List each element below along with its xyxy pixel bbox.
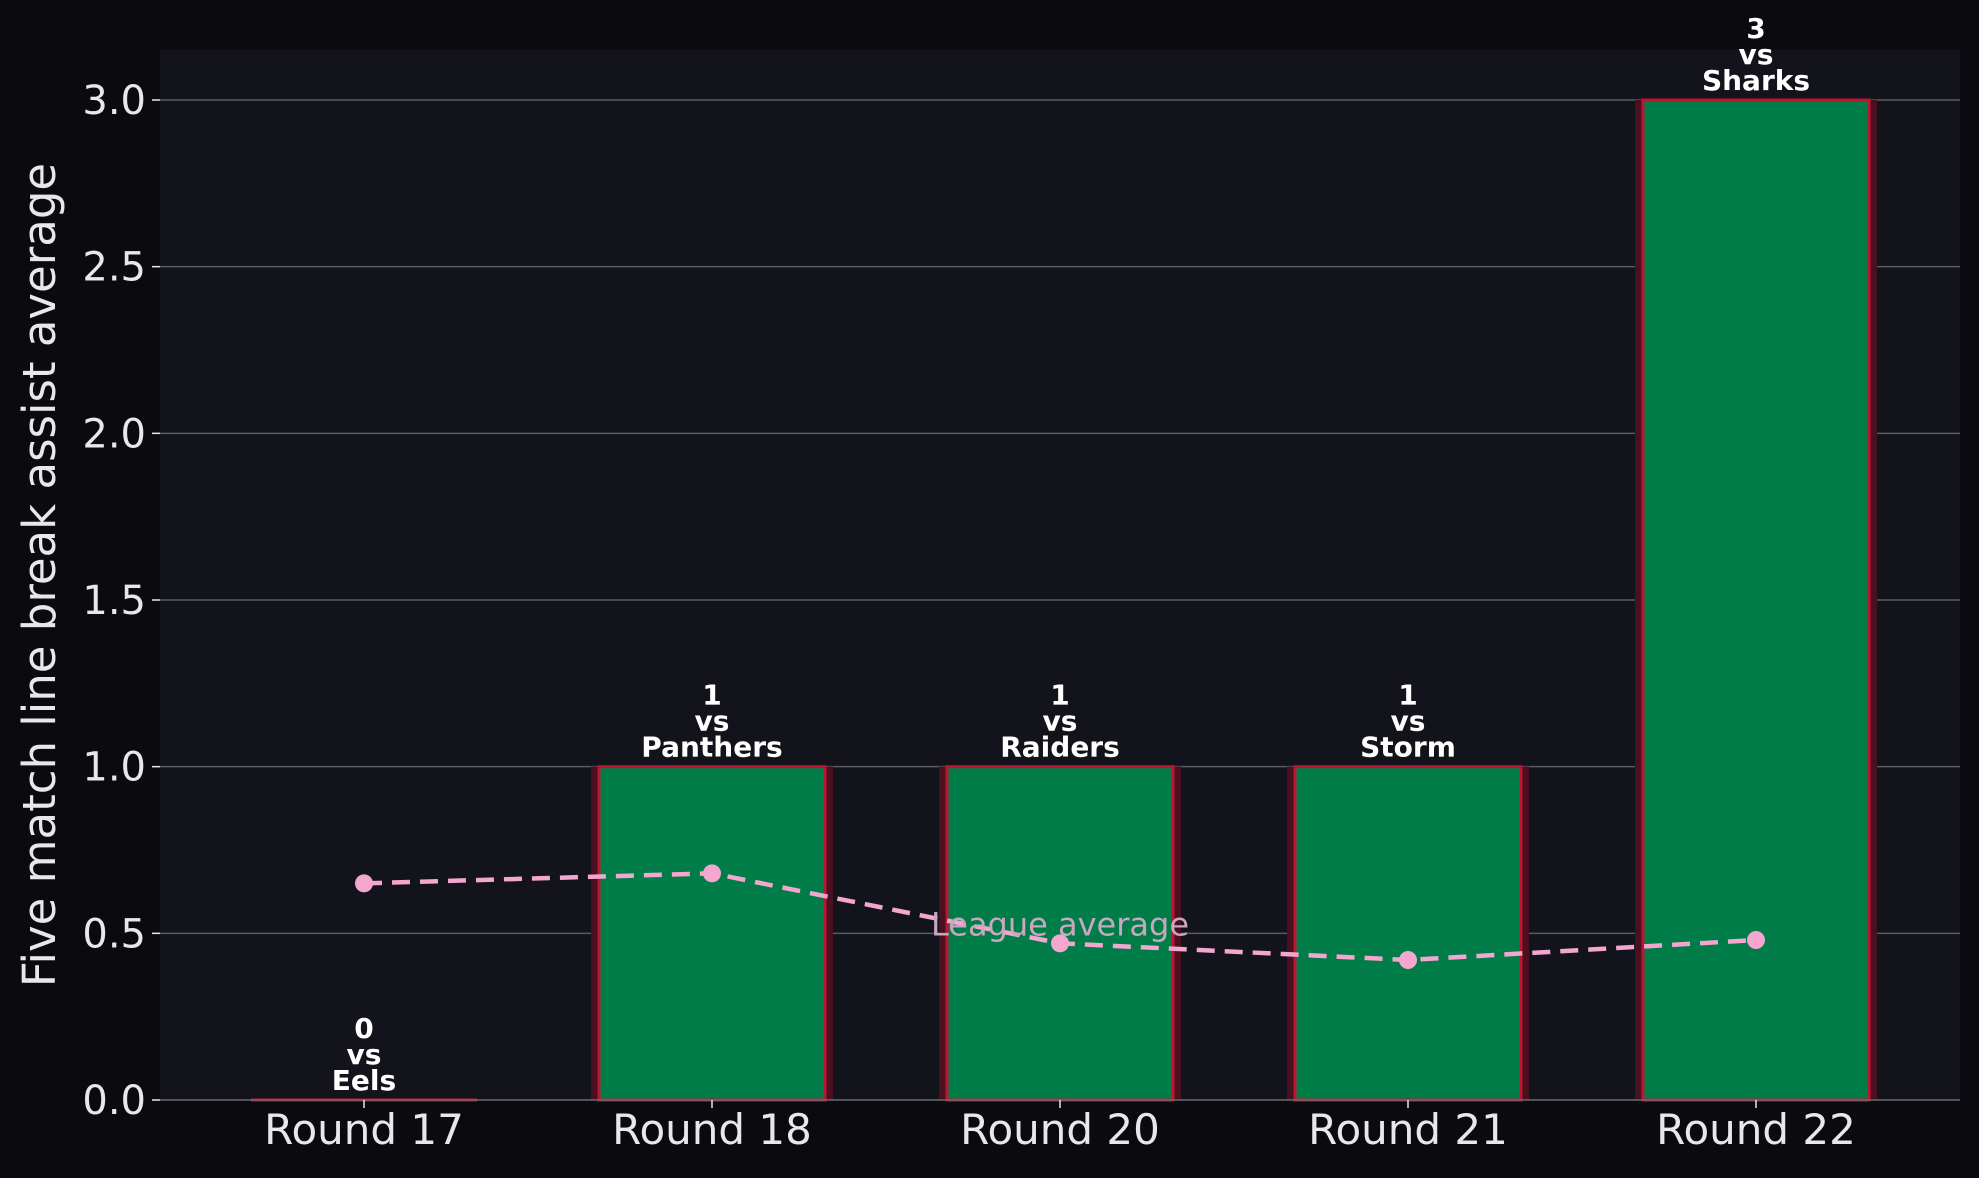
bar [1641, 98, 1871, 1102]
league-average-point [1399, 951, 1417, 969]
y-tick-label: 3.0 [82, 78, 146, 124]
bar-value-label: vs [1391, 705, 1426, 738]
x-tick-label: Round 17 [264, 1105, 464, 1154]
bars [251, 98, 1877, 1102]
league-average-point [1747, 931, 1765, 949]
y-axis-label: Five match line break assist average [13, 163, 66, 987]
bar-value-label: 1 [702, 679, 721, 712]
bar-value-label: Eels [332, 1064, 396, 1097]
bar-value-label: 3 [1746, 12, 1765, 45]
bar-value-label: Storm [1360, 731, 1456, 764]
bar-value-label: Panthers [641, 731, 782, 764]
bar-labels: 0vsEels1vsPanthers1vsRaiders1vsStorm3vsS… [332, 12, 1810, 1097]
y-axis-ticks: 0.0 0.5 1.0 1.5 2.0 2.5 3.0 [82, 78, 160, 1124]
bar [597, 765, 827, 1102]
x-tick-label: Round 22 [1656, 1105, 1856, 1154]
x-axis-ticks: Round 17 Round 18 Round 20 Round 21 Round 22 [264, 1100, 1856, 1154]
league-average-point [1051, 934, 1069, 953]
y-tick-label: 0.0 [82, 1078, 146, 1124]
x-tick-label: Round 21 [1308, 1105, 1508, 1154]
y-tick-label: 2.5 [82, 245, 146, 291]
bar-value-label: vs [1043, 705, 1078, 738]
bar-value-label: vs [347, 1038, 382, 1071]
bar-value-label: Sharks [1702, 64, 1810, 97]
y-tick-label: 1.0 [82, 745, 146, 791]
league-average-annotation: League average [931, 905, 1189, 943]
bar-value-label: 0 [354, 1012, 373, 1045]
bar-value-label: vs [695, 705, 730, 738]
league-average-point [355, 874, 373, 893]
y-tick-label: 1.5 [82, 578, 146, 624]
league-average-series: League average [355, 864, 1765, 969]
bar-value-label: 1 [1398, 679, 1417, 712]
bar-value-label: vs [1739, 38, 1774, 71]
y-tick-label: 0.5 [82, 911, 146, 957]
x-tick-label: Round 20 [960, 1105, 1160, 1154]
league-average-point [703, 864, 721, 883]
bar-value-label: Raiders [1000, 731, 1120, 764]
bar [1293, 765, 1523, 1102]
y-tick-label: 2.0 [82, 411, 146, 457]
x-tick-label: Round 18 [612, 1105, 812, 1154]
bar-value-label: 1 [1050, 679, 1069, 712]
